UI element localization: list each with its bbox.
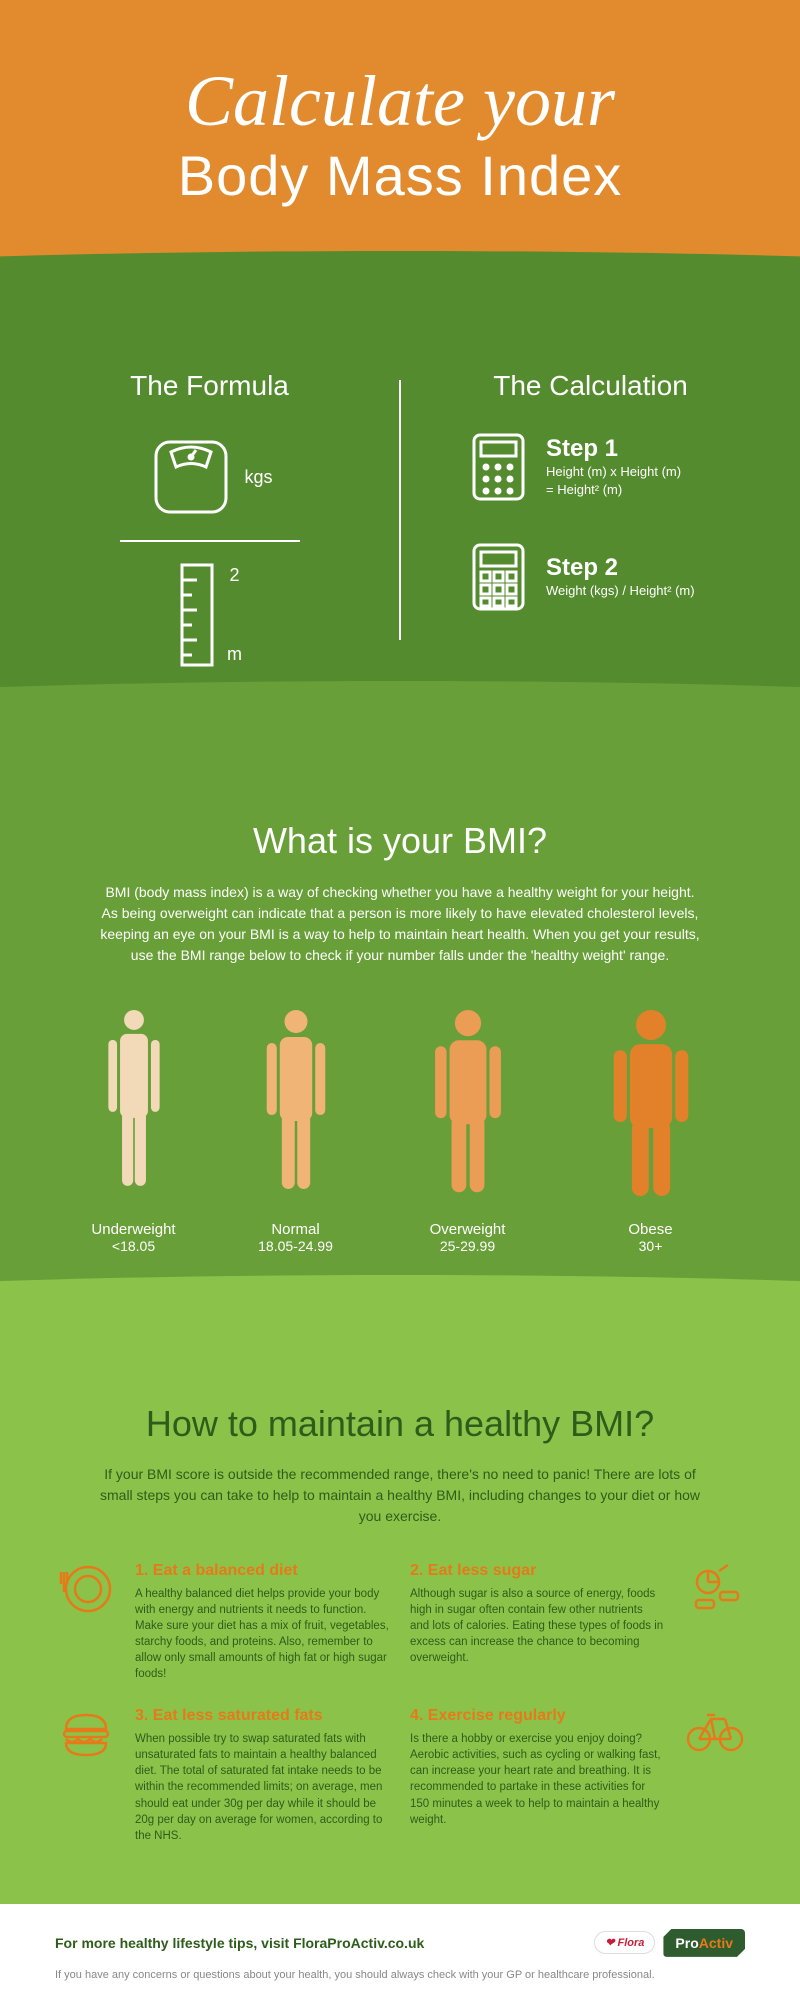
step2-text: Weight (kgs) / Height² (m) (546, 582, 695, 600)
tip-4: 4. Exercise regularly Is there a hobby o… (410, 1707, 665, 1844)
figure-range: 30+ (584, 1238, 718, 1254)
tip-1-body: A healthy balanced diet helps provide yo… (135, 1586, 390, 1683)
ruler-labels: 2 m (227, 565, 242, 665)
bmi-figure: Normal 18.05-24.99 (240, 1006, 352, 1254)
bmi-figures: Underweight <18.05 Normal 18.05-24.99 (60, 1006, 740, 1254)
tip-2-body: Although sugar is also a source of energ… (410, 1586, 665, 1666)
maintain-heading: How to maintain a healthy BMI? (55, 1404, 745, 1444)
footer-disclaimer: If you have any concerns or questions ab… (55, 1969, 745, 1981)
tip-1-title: 1. Eat a balanced diet (135, 1562, 390, 1580)
tip-3-title: 3. Eat less saturated fats (135, 1707, 390, 1725)
calc-step-2: Step 2 Weight (kgs) / Height² (m) (441, 542, 740, 612)
weight-unit: kgs (244, 467, 272, 488)
bmi-description: BMI (body mass index) is a way of checki… (100, 882, 700, 966)
plate-icon (55, 1562, 115, 1683)
ruler-bottom: m (227, 644, 242, 665)
bmi-section: What is your BMI? BMI (body mass index) … (0, 770, 800, 1364)
formula-heading: The Formula (60, 370, 359, 402)
calculator-icon (471, 432, 526, 502)
calculation-heading: The Calculation (441, 370, 740, 402)
bmi-figure: Underweight <18.05 (83, 1006, 185, 1254)
calc-step-1: Step 1 Height (m) x Height (m) = Height²… (441, 432, 740, 502)
step1-text: Height (m) x Height (m) = Height² (m) (546, 463, 681, 499)
figure-label: Overweight (407, 1221, 529, 1238)
tip-2: 2. Eat less sugar Although sugar is also… (410, 1562, 665, 1683)
maintain-intro: If your BMI score is outside the recomme… (100, 1464, 700, 1527)
scale-icon (146, 432, 236, 522)
fraction-line (120, 540, 300, 542)
bmi-figure: Overweight 25-29.99 (407, 1006, 529, 1254)
person-icon (584, 1006, 718, 1206)
title-script: Calculate your (0, 60, 800, 143)
figure-label: Normal (240, 1221, 352, 1238)
tip-3-body: When possible try to swap saturated fats… (135, 1731, 390, 1844)
formula-left-column: The Formula kgs (60, 370, 359, 670)
bicycle-icon (685, 1707, 745, 1844)
person-icon (240, 1006, 352, 1206)
bmi-figure: Obese 30+ (584, 1006, 718, 1254)
flora-logo: ❤ Flora (594, 1931, 655, 1954)
footer-logos: ❤ Flora ProActiv (594, 1929, 745, 1957)
formula-section: The Formula kgs (0, 330, 800, 770)
figure-range: 25-29.99 (407, 1238, 529, 1254)
person-icon (83, 1006, 185, 1206)
tip-2-title: 2. Eat less sugar (410, 1562, 665, 1580)
footer-link: For more healthy lifestyle tips, visit F… (55, 1935, 424, 1951)
burger-icon (55, 1707, 115, 1844)
formula-right-column: The Calculation Step 1 Height (m) x Heig… (441, 370, 740, 670)
ruler-icon (177, 560, 217, 670)
figure-label: Obese (584, 1221, 718, 1238)
step1-title: Step 1 (546, 435, 681, 463)
maintain-section: How to maintain a healthy BMI? If your B… (0, 1364, 800, 1904)
infographic-container: Calculate your Body Mass Index The Formu… (0, 0, 800, 2001)
calculator-icon (471, 542, 526, 612)
figure-label: Underweight (83, 1221, 185, 1238)
tip-4-title: 4. Exercise regularly (410, 1707, 665, 1725)
header-section: Calculate your Body Mass Index (0, 0, 800, 330)
ruler-top: 2 (227, 565, 242, 586)
figure-range: 18.05-24.99 (240, 1238, 352, 1254)
figure-range: <18.05 (83, 1238, 185, 1254)
vertical-divider (399, 380, 401, 640)
candy-icon (685, 1562, 745, 1683)
tip-3: 3. Eat less saturated fats When possible… (135, 1707, 390, 1844)
person-icon (407, 1006, 529, 1206)
bmi-heading: What is your BMI? (60, 820, 740, 862)
proactiv-logo: ProActiv (663, 1929, 745, 1957)
tip-1: 1. Eat a balanced diet A healthy balance… (135, 1562, 390, 1683)
step2-title: Step 2 (546, 554, 695, 582)
tips-grid: 1. Eat a balanced diet A healthy balance… (55, 1562, 745, 1844)
footer: For more healthy lifestyle tips, visit F… (0, 1904, 800, 2001)
title-main: Body Mass Index (0, 143, 800, 208)
tip-4-body: Is there a hobby or exercise you enjoy d… (410, 1731, 665, 1828)
